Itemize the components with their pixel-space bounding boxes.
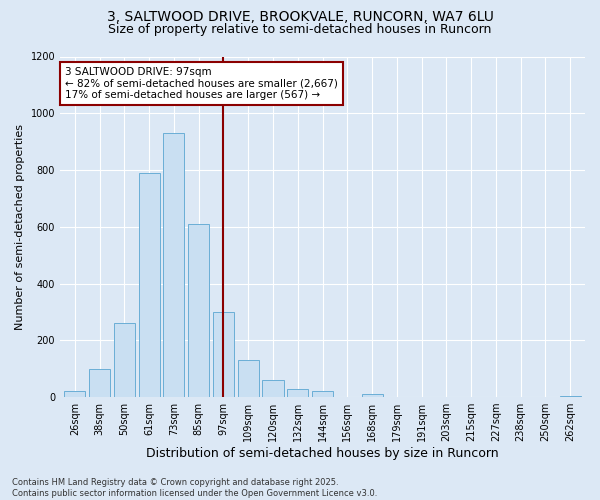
Bar [238, 360, 259, 397]
Bar [362, 394, 383, 397]
Bar [114, 324, 135, 397]
Bar [560, 396, 581, 397]
Bar [188, 224, 209, 397]
Text: 3, SALTWOOD DRIVE, BROOKVALE, RUNCORN, WA7 6LU: 3, SALTWOOD DRIVE, BROOKVALE, RUNCORN, W… [107, 10, 493, 24]
Bar [64, 392, 85, 397]
Text: Contains HM Land Registry data © Crown copyright and database right 2025.
Contai: Contains HM Land Registry data © Crown c… [12, 478, 377, 498]
Text: 3 SALTWOOD DRIVE: 97sqm
← 82% of semi-detached houses are smaller (2,667)
17% of: 3 SALTWOOD DRIVE: 97sqm ← 82% of semi-de… [65, 66, 338, 100]
Y-axis label: Number of semi-detached properties: Number of semi-detached properties [15, 124, 25, 330]
Bar [89, 368, 110, 397]
Bar [139, 173, 160, 397]
Bar [287, 388, 308, 397]
Bar [213, 312, 234, 397]
X-axis label: Distribution of semi-detached houses by size in Runcorn: Distribution of semi-detached houses by … [146, 447, 499, 460]
Text: Size of property relative to semi-detached houses in Runcorn: Size of property relative to semi-detach… [109, 22, 491, 36]
Bar [262, 380, 284, 397]
Bar [163, 133, 184, 397]
Bar [312, 392, 333, 397]
